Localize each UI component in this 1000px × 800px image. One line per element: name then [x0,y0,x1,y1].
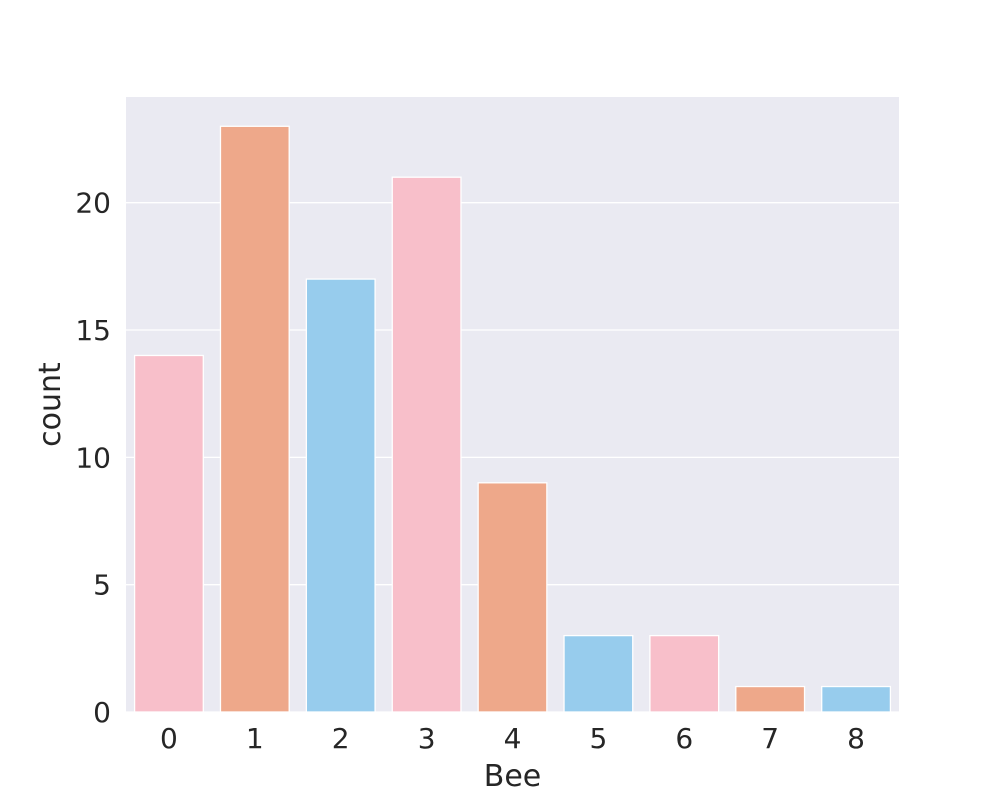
x-tick-label: 8 [847,722,865,755]
x-tick-label: 0 [160,722,178,755]
y-axis-title: count [33,362,68,447]
x-tick-label: 4 [504,722,522,755]
x-tick-label: 2 [332,722,350,755]
bar-7 [735,685,806,713]
bar-0 [133,354,204,713]
bar-2 [305,278,376,713]
bar-8 [821,685,892,713]
x-axis-title: Bee [484,759,542,794]
x-tick-label: 6 [675,722,693,755]
y-tick-label: 0 [93,696,111,729]
bar-1 [219,125,290,713]
bars [133,125,892,713]
y-tick-label: 15 [75,314,111,347]
bar-3 [391,176,462,713]
bar-4 [477,482,548,713]
x-tick-label: 3 [418,722,436,755]
y-tick-labels: 0 5 10 15 20 [75,187,111,729]
x-tick-label: 7 [761,722,779,755]
y-tick-label: 10 [75,441,111,474]
x-tick-label: 1 [246,722,264,755]
y-tick-label: 5 [93,569,111,602]
y-tick-label: 20 [75,187,111,220]
x-tick-labels: 0 1 2 3 4 5 6 7 8 [160,722,865,755]
x-tick-label: 5 [589,722,607,755]
bar-6 [649,634,720,713]
bar-5 [563,634,634,713]
